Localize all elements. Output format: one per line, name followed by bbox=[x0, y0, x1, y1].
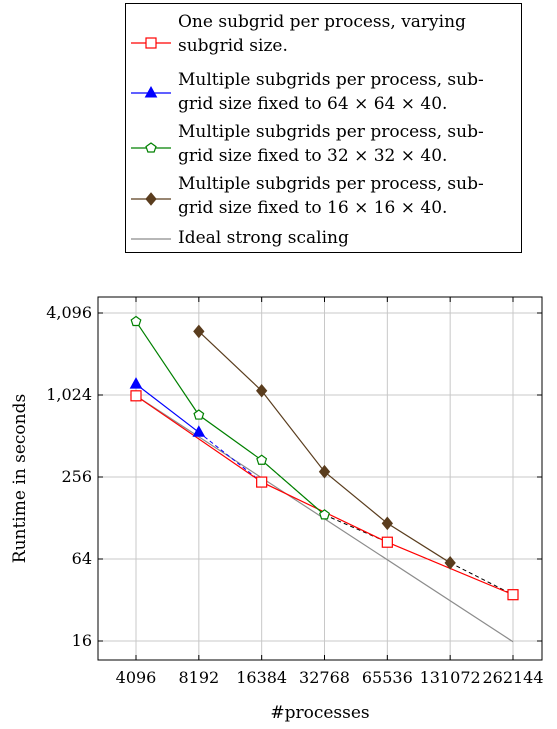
data-point-triangle bbox=[192, 425, 206, 437]
legend-item-64: Multiple subgrids per process, sub-grid … bbox=[126, 68, 521, 118]
data-point-square bbox=[381, 536, 393, 548]
legend-label: Multiple subgrids per process, sub-grid … bbox=[178, 174, 484, 218]
data-point-pentagon bbox=[319, 509, 330, 520]
data-point-diamond bbox=[444, 556, 456, 570]
connector-line bbox=[198, 431, 262, 483]
legend-item-one-subgrid: One subgrid per process, varying subgrid… bbox=[126, 10, 521, 60]
series-line bbox=[135, 383, 200, 433]
legend-item-32: Multiple subgrids per process, sub-grid … bbox=[126, 120, 521, 170]
data-point-square bbox=[130, 390, 142, 402]
data-point-square bbox=[507, 589, 519, 601]
legend-symbol-line bbox=[126, 226, 176, 252]
data-point-diamond bbox=[381, 516, 393, 531]
plot-frame bbox=[97, 296, 543, 661]
data-point-diamond bbox=[256, 383, 268, 398]
legend-item-ideal: Ideal strong scaling bbox=[126, 226, 521, 252]
data-point-pentagon bbox=[193, 409, 205, 420]
y-tick-label: 256 bbox=[61, 467, 92, 486]
legend-label: Multiple subgrids per process, sub-grid … bbox=[178, 122, 484, 166]
x-tick-label: 4096 bbox=[116, 668, 157, 687]
x-axis-label: #processes bbox=[270, 703, 369, 723]
legend-item-16: Multiple subgrids per process, sub-grid … bbox=[126, 172, 521, 222]
x-tick-label: 131072 bbox=[420, 668, 481, 687]
y-tick-label: 64 bbox=[72, 549, 92, 568]
data-point-diamond bbox=[193, 324, 205, 339]
connector-layer bbox=[198, 431, 514, 596]
grid-lines bbox=[98, 297, 542, 660]
y-axis-label: Runtime in seconds bbox=[10, 394, 30, 563]
legend: One subgrid per process, varying subgrid… bbox=[125, 3, 522, 253]
tick-layer: 4096 8192 16384 32768 65536 131072 262144 16 64 2… bbox=[46, 297, 544, 687]
legend-symbol-square bbox=[126, 10, 176, 60]
series-layer bbox=[129, 315, 519, 601]
y-tick-label: 4,096 bbox=[46, 303, 92, 322]
legend-symbol-diamond bbox=[126, 172, 176, 222]
data-point-square bbox=[256, 476, 268, 488]
y-tick-label: 1,024 bbox=[46, 385, 92, 404]
legend-label: Multiple subgrids per process, sub-grid … bbox=[178, 70, 484, 114]
data-point-triangle bbox=[129, 377, 143, 389]
legend-symbol-triangle bbox=[126, 68, 176, 118]
connector-line bbox=[449, 562, 514, 596]
x-tick-label: 65536 bbox=[362, 668, 413, 687]
legend-symbol-pentagon bbox=[126, 120, 176, 170]
x-tick-label: 16384 bbox=[236, 668, 287, 687]
y-tick-label: 16 bbox=[72, 631, 92, 650]
series-line bbox=[135, 321, 325, 516]
data-point-diamond bbox=[318, 464, 331, 479]
legend-label: One subgrid per process, varying subgrid… bbox=[178, 12, 466, 56]
data-point-pentagon bbox=[256, 454, 268, 465]
data-point-pentagon bbox=[130, 315, 142, 327]
legend-label: Ideal strong scaling bbox=[178, 228, 349, 248]
x-tick-label: 32768 bbox=[299, 668, 350, 687]
x-tick-label: 262144 bbox=[482, 668, 543, 687]
x-tick-label: 8192 bbox=[178, 668, 219, 687]
